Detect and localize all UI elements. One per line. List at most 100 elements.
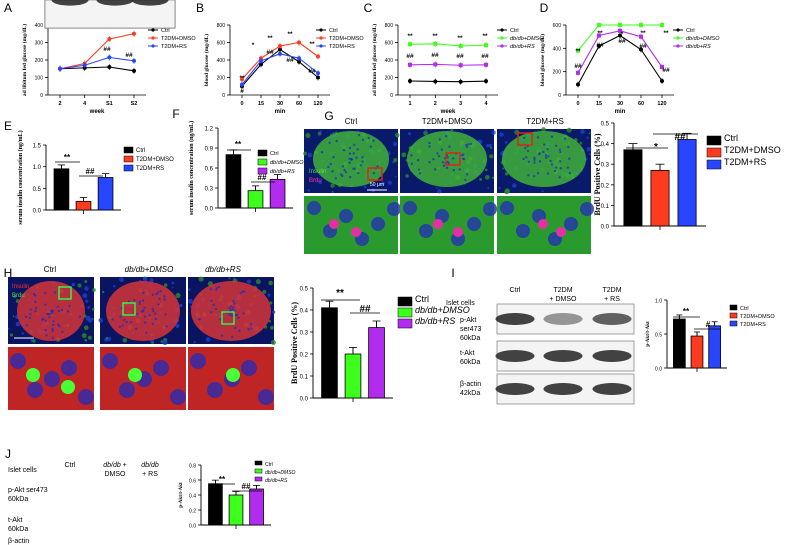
islet-G-nucleus [361,160,364,163]
zoom-nucleus-H [207,382,223,398]
islet-G-nucleus [558,176,561,179]
islet-H-nucleus [78,315,82,318]
islet-H-nucleus [44,303,47,306]
micrograph-H-top-cell [272,310,276,314]
islet-H-nucleus [247,328,250,331]
islet-G-nucleus [537,153,541,156]
islet-G-nucleus [356,148,359,151]
blot-band-I [543,383,583,395]
zoom-nucleus-H [10,353,26,369]
micrograph-G-top-cell [407,132,412,136]
significance-mark-H: ** [336,288,344,299]
islet-H-nucleus [230,314,233,317]
legend-label-I: T2DM+RS [740,322,766,328]
zoom-nucleus-H [119,382,135,398]
significance-mark-C: ## [481,53,489,60]
islet-H-nucleus [111,318,114,321]
islet-G-nucleus [568,157,571,160]
significance-mark-E: ## [86,167,95,176]
zoom-nucleus-G [500,201,514,215]
islet-H-nucleus [141,299,145,302]
y-tick-label-G: 0.3 [601,163,610,169]
islet-G-nucleus [538,160,542,163]
islet-H-nucleus [58,325,61,328]
blot-col-label-I: T2DM [602,287,621,294]
islet-H-nucleus [28,316,32,320]
micrograph-G-top-cell [314,178,316,180]
zoom-nucleus-H [102,353,118,369]
micrograph-G-top-cell [331,190,334,193]
significance-mark-B: ## [286,57,294,64]
islet-G-nucleus [554,144,558,148]
significance-mark-C: ## [456,53,464,60]
micrograph-H-top-cell [81,333,87,339]
islet-H-nucleus [57,323,60,326]
islet-H-nucleus [68,304,71,308]
zoom-nucleus-G [564,217,578,231]
islet-H-nucleus [239,292,242,295]
islet-H-nucleus [228,306,231,310]
legend-label-J: db/db+DMSO [265,470,296,476]
brdu-nucleus-H [26,368,40,382]
islet-H-nucleus [52,320,55,323]
micrograph-H-top-cell [198,276,204,282]
islet-G-nucleus [568,171,571,175]
islet-G-nucleus [543,143,546,146]
x-tick-label-C: 1 [408,101,411,107]
y-tick-label-I: 1.0 [655,299,662,305]
significance-mark-D: ** [597,30,603,37]
x-tick-label-D: 0 [576,101,579,107]
islet-H-nucleus [148,314,151,317]
x-tick-label-A: S1 [106,101,113,107]
micrograph-G-top-cell [394,175,397,178]
y-tick-label-I: 0.5 [655,333,662,339]
legend-swatch-H [397,296,413,307]
islet-H-nucleus [163,295,166,298]
y-axis-label-B: blood glucose (mg/dL) [203,34,210,86]
islet-G-nucleus [432,157,435,161]
islet-H-nucleus [138,300,141,303]
blot-band-J [51,0,89,6]
islet-G-nucleus [452,168,455,172]
islet-H-nucleus [155,292,158,296]
legend-label-F: db/db+DMSO [270,160,304,166]
legend-swatch-I [729,312,738,319]
islet-G-nucleus [372,172,376,175]
x-axis-label-D: min [615,109,626,115]
islet-H-nucleus [66,310,70,313]
islet-H-nucleus [151,322,155,326]
islet-H-nucleus [127,300,131,303]
islet-G-nucleus [558,148,561,151]
y-tick-label-E: 0.5 [33,187,42,193]
blot-row-label-J: 60kDa [8,496,28,503]
panel-letter-I: I [451,266,454,280]
stain-label-H-insulin: Insulin [12,284,29,290]
y-tick-label-F: 0.6 [205,167,214,173]
islet-G-nucleus [558,160,562,163]
zoom-box-H [122,302,136,316]
bar-I [673,318,686,369]
panel-letter-C: C [364,1,373,15]
islet-H-nucleus [43,291,47,295]
micrograph-H-top-cell [175,323,180,329]
blot-col-label-J: DMSO [105,471,127,478]
islet-G-nucleus [566,166,569,169]
islet-H-nucleus [151,293,155,297]
legend-marker-A [151,28,155,32]
islet-G-nucleus [344,170,348,174]
series-line-A [59,33,135,70]
islet-H-nucleus [241,290,244,294]
col-label-H-dmso: db/db+DMSO [125,265,174,274]
panel-letter-G: G [324,109,333,123]
micrograph-G-top-cell [541,127,546,132]
zoom-box-H [221,311,235,325]
bar-F [269,178,286,209]
bar-G [650,169,670,227]
islet-H-nucleus [135,327,138,331]
islet-H-nucleus [142,291,145,295]
islet-G-nucleus [417,168,421,171]
significance-mark-C: ** [482,33,488,40]
blot-col-label-J: db/db [141,462,159,469]
islet-H-nucleus [129,320,133,324]
significance-mark-B: ** [267,35,273,42]
